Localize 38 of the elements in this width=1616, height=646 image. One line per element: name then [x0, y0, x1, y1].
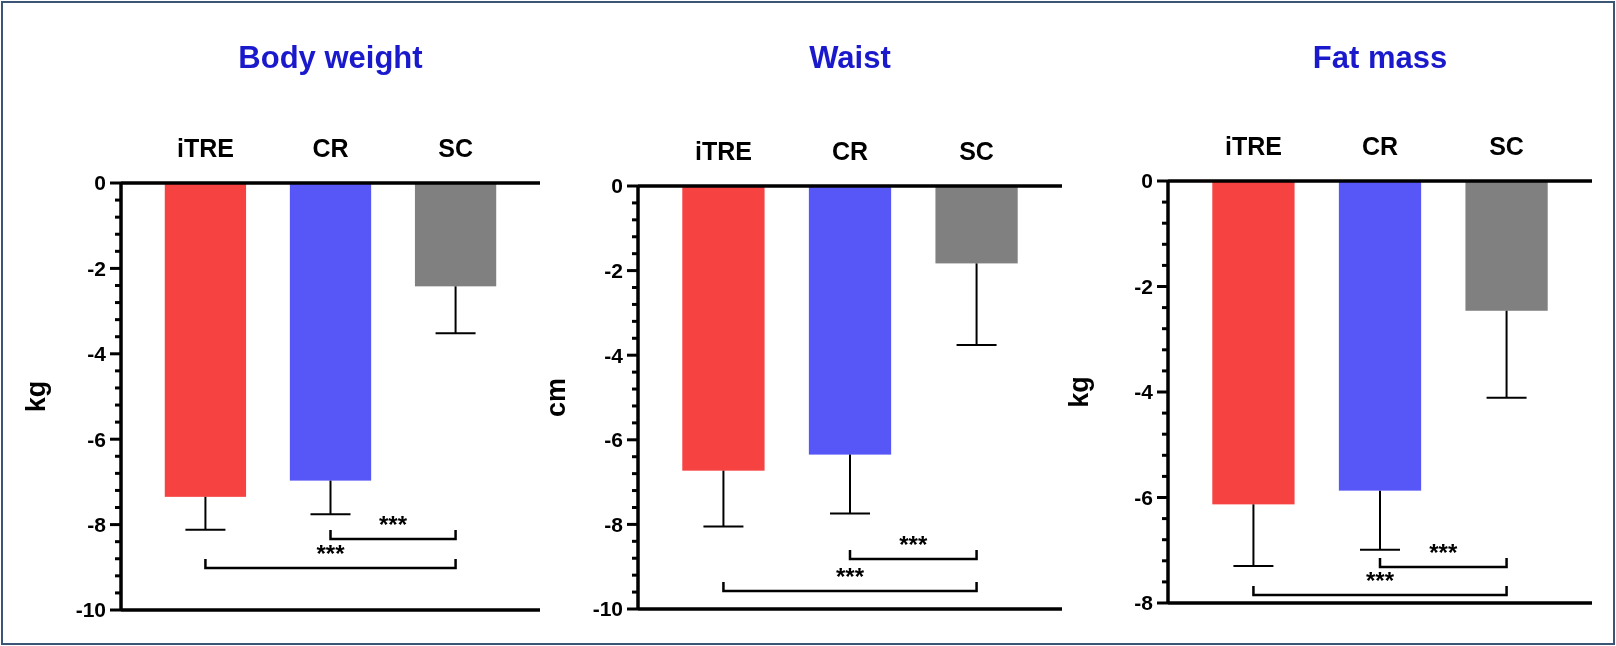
y-axis-title: cm [541, 377, 571, 418]
y-tick-label: 0 [611, 174, 623, 198]
annotation: *** [1365, 567, 1395, 594]
y-tick-label: -8 [604, 512, 624, 536]
y-axis-title: kg [1064, 376, 1094, 408]
y-tick-label: -4 [1134, 380, 1154, 404]
x-tick-label: iTRE [1224, 132, 1282, 160]
x-tick-label: CR [831, 137, 869, 165]
x-tick-label: iTRE [694, 137, 752, 165]
x-tick-label: SC [438, 134, 473, 162]
chart-title: Body weight [238, 40, 423, 75]
chart-title: Fat mass [1312, 40, 1448, 75]
y-tick-label: -4 [604, 343, 624, 367]
y-tick-label: -10 [75, 598, 106, 622]
y-axis-title: kg [21, 380, 51, 413]
annotation: *** [379, 511, 408, 538]
y-tick-label: -2 [87, 256, 106, 280]
x-tick-label: CR [312, 134, 349, 162]
y-tick-label: -2 [1134, 274, 1153, 298]
x-tick-label: CR [1361, 132, 1399, 160]
y-tick-label: -6 [604, 428, 623, 452]
x-tick-label: iTRE [176, 134, 234, 162]
annotation: *** [316, 540, 346, 567]
y-tick-label: -6 [1134, 485, 1153, 509]
y-tick-label: -6 [87, 427, 106, 451]
y-tick-label: -8 [87, 512, 107, 536]
y-tick-label: -8 [1134, 591, 1154, 615]
y-tick-label: -4 [87, 342, 107, 366]
x-tick-label: SC [959, 137, 994, 165]
y-tick-label: -2 [604, 258, 623, 282]
y-tick-label: 0 [1141, 169, 1153, 193]
chart-title: Waist [809, 40, 891, 75]
x-tick-label: SC [1489, 132, 1524, 160]
y-tick-label: -10 [592, 597, 623, 621]
annotation: *** [835, 563, 865, 590]
annotation: *** [899, 531, 928, 558]
y-tick-label: 0 [94, 171, 106, 195]
annotation: *** [1429, 539, 1458, 566]
